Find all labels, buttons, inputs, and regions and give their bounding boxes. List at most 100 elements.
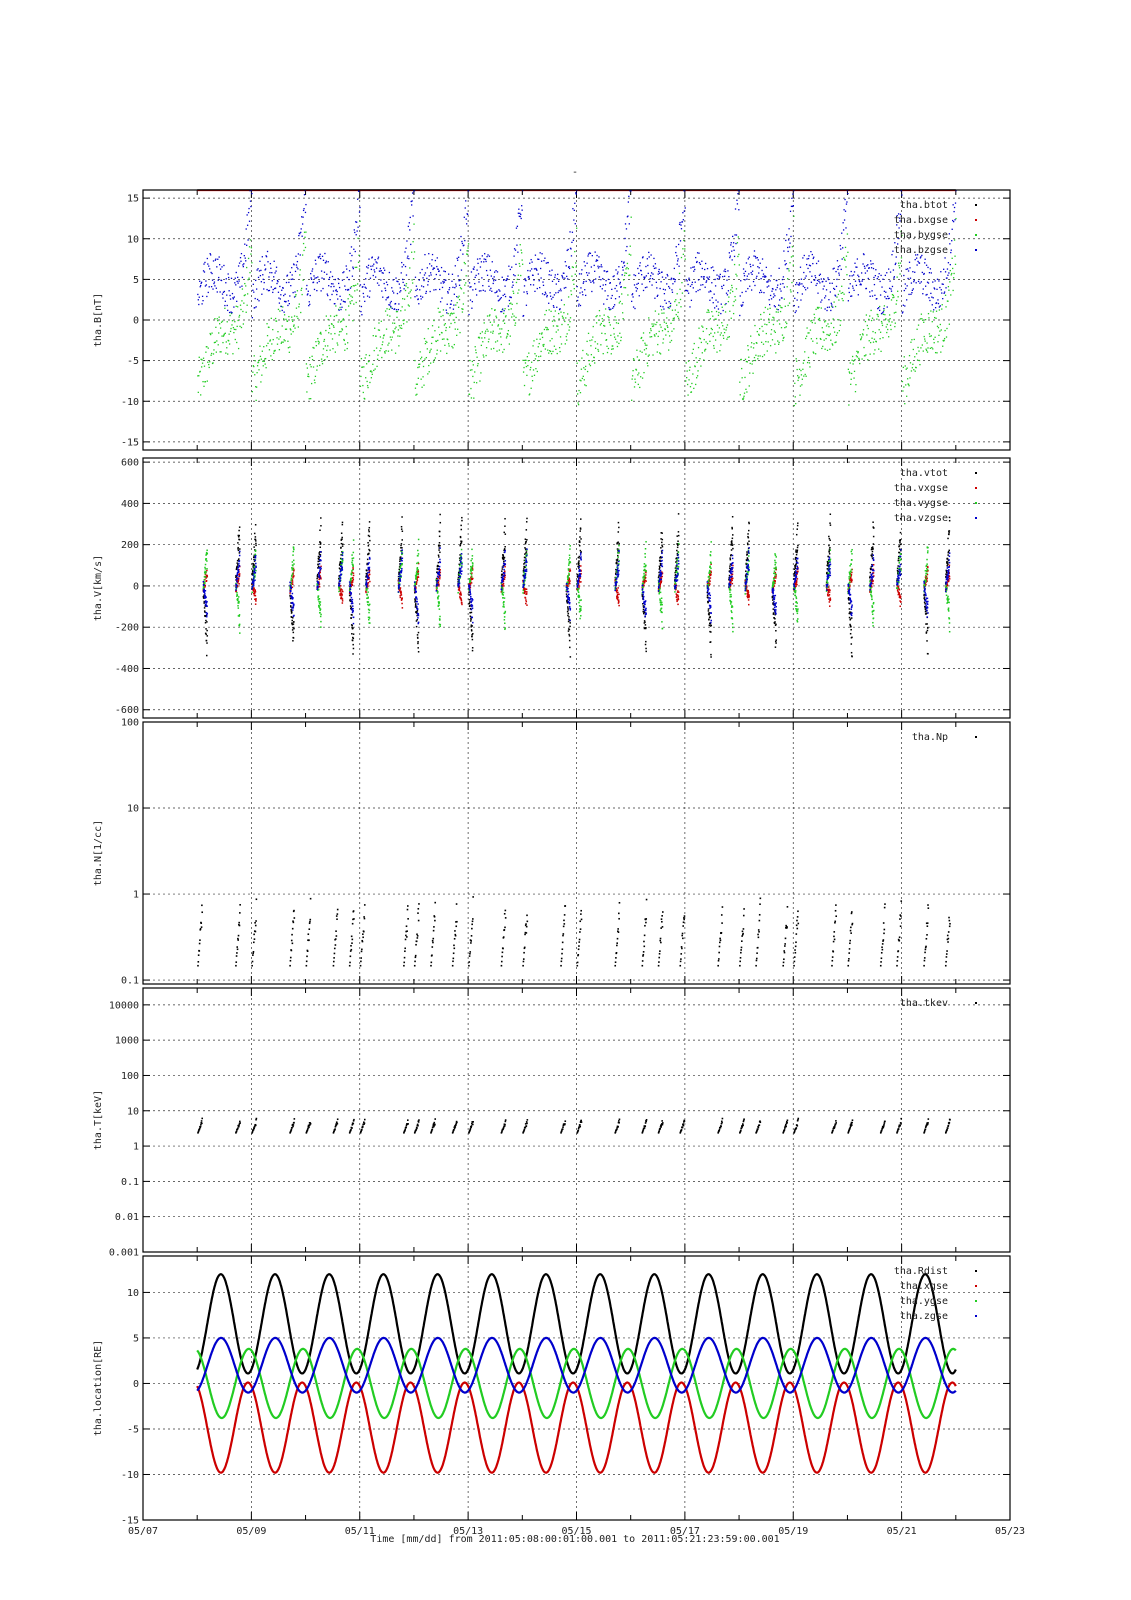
data-point xyxy=(795,564,797,566)
data-point xyxy=(578,273,581,275)
data-point xyxy=(735,273,737,275)
data-point xyxy=(829,333,831,335)
data-point xyxy=(676,543,678,545)
data-point xyxy=(342,300,345,302)
data-point xyxy=(616,542,618,545)
data-point xyxy=(427,280,429,283)
data-point xyxy=(772,608,775,610)
data-point xyxy=(951,240,953,242)
data-point xyxy=(485,260,487,263)
data-point xyxy=(525,529,528,531)
data-point xyxy=(728,252,730,254)
data-point xyxy=(305,288,308,290)
data-point xyxy=(676,535,678,537)
data-point xyxy=(587,253,590,255)
data-point xyxy=(565,286,567,289)
data-point xyxy=(569,570,572,572)
data-point xyxy=(931,321,933,323)
data-point xyxy=(224,300,226,302)
data-point xyxy=(545,293,547,295)
data-point xyxy=(902,304,905,306)
data-point xyxy=(235,575,238,578)
data-point xyxy=(885,326,887,328)
data-point xyxy=(890,288,892,290)
data-point xyxy=(569,622,571,624)
data-point xyxy=(823,285,825,287)
data-point xyxy=(437,561,440,564)
data-point xyxy=(809,265,812,267)
data-point xyxy=(398,325,400,327)
data-point xyxy=(729,557,731,559)
data-point xyxy=(661,312,663,314)
data-point xyxy=(949,269,951,272)
data-point xyxy=(639,386,641,389)
data-point xyxy=(458,280,460,282)
data-point xyxy=(946,562,948,564)
data-point xyxy=(368,548,370,551)
data-point xyxy=(327,294,329,297)
data-point xyxy=(278,302,281,304)
data-point xyxy=(732,242,735,244)
data-point xyxy=(702,330,704,333)
data-point xyxy=(543,328,546,331)
data-point xyxy=(666,317,668,319)
data-point xyxy=(659,560,662,563)
data-point xyxy=(255,399,257,402)
data-point xyxy=(489,321,492,323)
data-point xyxy=(293,627,295,630)
data-point xyxy=(308,398,310,400)
data-point xyxy=(437,307,439,310)
data-point xyxy=(579,549,582,552)
data-point xyxy=(796,550,798,553)
data-point xyxy=(406,321,408,323)
data-point xyxy=(730,317,732,319)
data-point xyxy=(937,299,939,301)
data-point xyxy=(246,224,249,226)
data-point xyxy=(285,300,287,303)
data-point xyxy=(695,256,697,259)
data-point xyxy=(641,283,643,285)
data-point xyxy=(848,291,850,294)
data-point xyxy=(203,271,206,273)
data-point xyxy=(936,288,938,290)
data-point xyxy=(502,564,505,567)
data-point xyxy=(422,277,424,279)
data-point xyxy=(945,570,948,573)
data-point xyxy=(566,596,568,598)
data-point xyxy=(881,322,883,324)
data-point xyxy=(842,247,844,249)
data-point xyxy=(613,327,615,330)
data-point xyxy=(948,323,951,325)
data-point xyxy=(871,557,874,560)
data-point xyxy=(325,315,327,317)
data-point xyxy=(468,598,471,601)
data-point xyxy=(577,561,580,564)
data-point xyxy=(571,241,573,244)
data-point xyxy=(791,281,793,284)
data-point xyxy=(383,351,386,353)
data-point xyxy=(237,282,239,284)
data-point xyxy=(368,526,371,529)
data-point xyxy=(288,315,290,318)
data-point xyxy=(694,268,696,271)
data-point xyxy=(247,239,249,241)
data-point xyxy=(254,589,256,592)
data-point xyxy=(265,256,268,258)
data-point xyxy=(930,310,932,312)
data-point xyxy=(469,359,471,362)
data-point xyxy=(851,372,853,375)
data-point xyxy=(803,254,805,257)
data-point xyxy=(954,219,956,221)
data-point xyxy=(863,346,865,349)
data-point xyxy=(889,324,892,326)
data-point xyxy=(641,257,644,259)
data-point xyxy=(355,234,357,236)
data-point xyxy=(529,270,531,272)
data-point xyxy=(729,558,732,561)
data-point xyxy=(888,321,890,323)
data-point xyxy=(614,316,616,318)
data-point xyxy=(796,546,799,549)
data-point xyxy=(821,327,823,329)
data-point xyxy=(372,363,374,365)
data-point xyxy=(345,309,347,311)
